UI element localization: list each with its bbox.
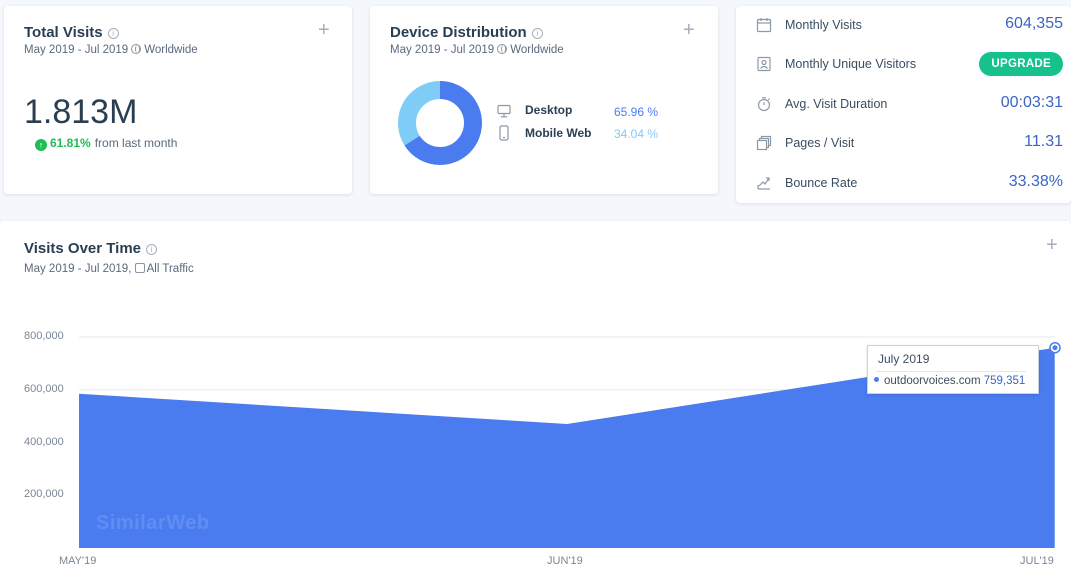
legend-desktop: Desktop [525, 103, 572, 117]
add-icon[interactable]: + [1046, 234, 1058, 256]
metric-label: Bounce Rate [785, 176, 858, 190]
metric-monthly-visits: Monthly Visits 604,355 [736, 6, 1071, 45]
total-visits-value: 1.813M [24, 93, 138, 131]
change-text: from last month [94, 136, 178, 150]
metric-label: Monthly Visits [785, 18, 862, 32]
metric-label: Pages / Visit [785, 136, 855, 150]
x-tick-label: MAY'19 [59, 555, 97, 567]
tooltip-title: July 2019 [878, 352, 930, 366]
change-percent: 61.81% [50, 136, 91, 150]
metric-label: Avg. Visit Duration [785, 97, 888, 111]
legend-desktop-share: 65.96 % [614, 105, 659, 119]
metric-label: Monthly Unique Visitors [785, 57, 917, 71]
donut-slice-mobile-web[interactable] [398, 81, 482, 165]
total-visits-title: Total Visits i [24, 24, 119, 41]
metric-unique-visitors: Monthly Unique Visitors UPGRADE [736, 45, 1071, 84]
add-icon[interactable]: + [318, 19, 330, 41]
tooltip-divider [876, 371, 1026, 372]
total-visits-title-text: Total Visits [24, 24, 103, 41]
y-tick-label: 800,000 [24, 330, 64, 342]
visits-over-time-title-text: Visits Over Time [24, 240, 142, 257]
total-visits-change: ↑ 61.81% from last month [35, 136, 177, 151]
metric-value: 33.38% [1008, 173, 1063, 190]
total-visits-subtitle: May 2019 - Jul 2019 Worldwide [24, 44, 198, 56]
y-tick-label: 400,000 [24, 435, 64, 448]
y-tick-label: 200,000 [24, 488, 64, 501]
engagement-metrics-card: Monthly Visits 604,355 Monthly Unique Vi… [736, 6, 1071, 203]
metric-bounce-rate: Bounce Rate 33.38% [736, 164, 1071, 203]
y-tick-label: 600,000 [24, 382, 64, 395]
legend-mobile-share: 34.04 % [614, 127, 659, 141]
x-tick-label: JUN'19 [547, 555, 583, 567]
traffic-icon [134, 263, 145, 273]
legend-desktop-label: Desktop [525, 103, 573, 117]
metric-value: 11.31 [1024, 133, 1063, 150]
traffic-type: All Traffic [146, 263, 194, 275]
date-range: May 2019 - Jul 2019 [24, 44, 129, 56]
metric-pages-per-visit: Pages / Visit 11.31 [736, 124, 1071, 163]
x-tick-label: JUL'19 [1020, 555, 1054, 567]
series-dot-icon [874, 377, 879, 382]
upgrade-button[interactable]: UPGRADE [979, 52, 1063, 76]
metric-avg-visit-duration: Avg. Visit Duration 00:03:31 [736, 85, 1071, 124]
pages-icon [756, 135, 772, 151]
visits-over-time-subtitle: May 2019 - Jul 2019, All Traffic [24, 263, 194, 275]
desktop-icon [497, 104, 511, 118]
tooltip-row: outdoorvoices.com 759,351 [874, 375, 1025, 387]
info-icon[interactable]: i [531, 28, 543, 39]
info-icon[interactable]: i [107, 28, 119, 39]
metric-value: 604,355 [1005, 15, 1063, 32]
mobile-icon [499, 125, 509, 141]
tooltip-site: outdoorvoices.com [884, 375, 981, 387]
add-icon[interactable]: + [683, 19, 695, 41]
bounce-arrow-icon [757, 177, 770, 190]
device-distribution-card: Device Distribution i May 2019 - Jul 2019… [370, 6, 718, 194]
chart-tooltip: July 2019 outdoorvoices.com 759,351 [867, 345, 1039, 394]
region: Worldwide [144, 44, 198, 56]
date-range: May 2019 - Jul 2019 [390, 44, 495, 56]
device-distribution-subtitle: May 2019 - Jul 2019 Worldwide [390, 44, 564, 56]
stopwatch-icon [757, 97, 771, 112]
info-icon[interactable]: i [146, 244, 158, 255]
id-card-icon [757, 56, 771, 72]
tooltip-value: 759,351 [983, 375, 1026, 387]
device-distribution-title-text: Device Distribution [390, 24, 527, 41]
globe-icon [131, 44, 142, 54]
region: Worldwide [510, 44, 564, 56]
globe-icon [497, 44, 508, 54]
arrow-up-icon: ↑ [35, 139, 47, 151]
legend-mobile-label: Mobile Web [525, 126, 592, 140]
device-distribution-title: Device Distribution i [390, 24, 543, 41]
metric-value: 00:03:31 [1000, 94, 1063, 111]
total-visits-card: Total Visits i May 2019 - Jul 2019 Worldwi… [4, 6, 352, 194]
legend-mobile: Mobile Web [525, 126, 591, 140]
visits-over-time-title: Visits Over Time i [24, 240, 158, 257]
date-range: May 2019 - Jul 2019, [24, 263, 132, 275]
similarweb-watermark: SimilarWeb [96, 512, 210, 534]
device-donut-chart [398, 81, 482, 165]
calendar-icon [756, 18, 772, 33]
